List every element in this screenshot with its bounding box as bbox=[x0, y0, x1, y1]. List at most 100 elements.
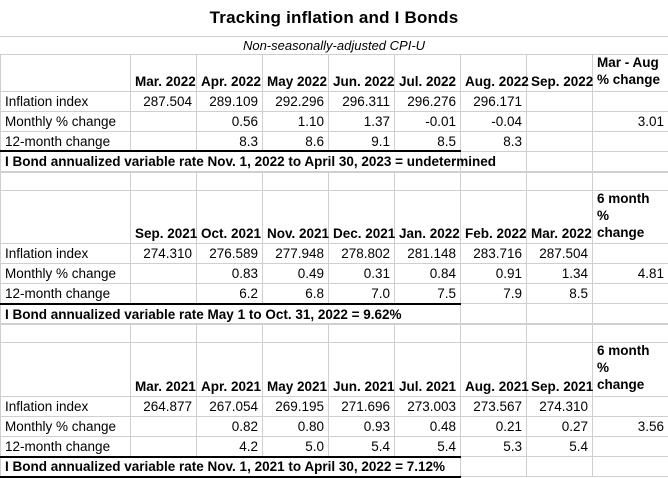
spacer-cell[interactable] bbox=[461, 172, 527, 190]
value-cell[interactable]: 287.504 bbox=[131, 91, 197, 111]
spacer-cell[interactable] bbox=[263, 325, 329, 343]
column-header-cell[interactable]: Feb. 2022 bbox=[461, 190, 527, 244]
value-cell[interactable]: 274.310 bbox=[527, 397, 593, 417]
value-cell[interactable]: 9.1 bbox=[329, 131, 395, 151]
summary-value-cell[interactable] bbox=[593, 244, 668, 264]
footer-empty-cell[interactable] bbox=[593, 457, 668, 477]
column-header-cell[interactable]: Sep. 2022 bbox=[527, 55, 593, 92]
footer-note-cell[interactable]: I Bond annualized variable rate Nov. 1, … bbox=[1, 457, 461, 477]
value-cell[interactable]: 5.4 bbox=[395, 437, 461, 457]
summary-header-cell[interactable]: 6 month % change bbox=[593, 343, 668, 397]
spacer-cell[interactable] bbox=[527, 172, 593, 190]
value-cell[interactable]: 0.27 bbox=[527, 417, 593, 437]
corner-cell[interactable] bbox=[1, 343, 131, 397]
spacer-cell[interactable] bbox=[197, 172, 263, 190]
column-header-cell[interactable]: Jul. 2021 bbox=[395, 343, 461, 397]
row-label-cell[interactable]: Inflation index bbox=[1, 91, 131, 111]
column-header-cell[interactable]: May 2022 bbox=[263, 55, 329, 92]
value-cell[interactable]: 7.9 bbox=[461, 284, 527, 304]
value-cell[interactable]: 281.148 bbox=[395, 244, 461, 264]
value-cell[interactable]: 5.3 bbox=[461, 437, 527, 457]
column-header-cell[interactable]: Nov. 2021 bbox=[263, 190, 329, 244]
column-header-cell[interactable]: Sep. 2021 bbox=[527, 343, 593, 397]
value-cell[interactable]: 0.82 bbox=[197, 417, 263, 437]
footer-empty-cell[interactable] bbox=[527, 457, 593, 477]
summary-value-cell[interactable] bbox=[593, 284, 668, 304]
footer-empty-cell[interactable] bbox=[527, 151, 593, 171]
value-cell[interactable]: 278.802 bbox=[329, 244, 395, 264]
value-cell[interactable]: 8.5 bbox=[395, 131, 461, 151]
spacer-cell[interactable] bbox=[329, 172, 395, 190]
value-cell[interactable]: 6.8 bbox=[263, 284, 329, 304]
footer-empty-cell[interactable] bbox=[461, 457, 527, 477]
footer-note-cell[interactable]: I Bond annualized variable rate May 1 to… bbox=[1, 304, 461, 324]
value-cell[interactable]: 8.3 bbox=[461, 131, 527, 151]
value-cell[interactable]: 296.311 bbox=[329, 91, 395, 111]
value-cell[interactable] bbox=[131, 131, 197, 151]
value-cell[interactable]: 276.589 bbox=[197, 244, 263, 264]
footer-note-cell[interactable]: I Bond annualized variable rate Nov. 1, … bbox=[1, 151, 461, 171]
value-cell[interactable]: 0.49 bbox=[263, 264, 329, 284]
value-cell[interactable]: -0.04 bbox=[461, 111, 527, 131]
value-cell[interactable]: 0.84 bbox=[395, 264, 461, 284]
column-header-cell[interactable]: Apr. 2022 bbox=[197, 55, 263, 92]
value-cell[interactable]: 7.5 bbox=[395, 284, 461, 304]
spacer-cell[interactable] bbox=[263, 172, 329, 190]
spacer-cell[interactable] bbox=[1, 325, 131, 343]
row-label-cell[interactable]: Inflation index bbox=[1, 397, 131, 417]
value-cell[interactable] bbox=[527, 111, 593, 131]
summary-value-cell[interactable] bbox=[593, 91, 668, 111]
summary-value-cell[interactable] bbox=[593, 397, 668, 417]
spacer-cell[interactable] bbox=[197, 325, 263, 343]
spacer-cell[interactable] bbox=[593, 325, 668, 343]
spacer-cell[interactable] bbox=[329, 325, 395, 343]
spacer-cell[interactable] bbox=[395, 172, 461, 190]
value-cell[interactable]: 5.0 bbox=[263, 437, 329, 457]
footer-empty-cell[interactable] bbox=[527, 304, 593, 324]
value-cell[interactable]: 0.21 bbox=[461, 417, 527, 437]
value-cell[interactable]: 6.2 bbox=[197, 284, 263, 304]
spacer-cell[interactable] bbox=[1, 172, 131, 190]
value-cell[interactable]: 0.48 bbox=[395, 417, 461, 437]
row-label-cell[interactable]: Monthly % change bbox=[1, 111, 131, 131]
column-header-cell[interactable]: Apr. 2021 bbox=[197, 343, 263, 397]
value-cell[interactable]: 5.4 bbox=[527, 437, 593, 457]
summary-header-cell[interactable]: Mar - Aug % change bbox=[593, 55, 668, 92]
value-cell[interactable]: 267.054 bbox=[197, 397, 263, 417]
value-cell[interactable]: 0.31 bbox=[329, 264, 395, 284]
column-header-cell[interactable]: Sep. 2021 bbox=[131, 190, 197, 244]
value-cell[interactable]: 271.696 bbox=[329, 397, 395, 417]
row-label-cell[interactable]: Inflation index bbox=[1, 244, 131, 264]
summary-value-cell[interactable]: 4.81 bbox=[593, 264, 668, 284]
value-cell[interactable]: 289.109 bbox=[197, 91, 263, 111]
footer-empty-cell[interactable] bbox=[593, 304, 668, 324]
spacer-cell[interactable] bbox=[131, 172, 197, 190]
summary-value-cell[interactable]: 3.56 bbox=[593, 417, 668, 437]
value-cell[interactable]: 264.877 bbox=[131, 397, 197, 417]
value-cell[interactable] bbox=[131, 437, 197, 457]
spacer-cell[interactable] bbox=[395, 325, 461, 343]
column-header-cell[interactable]: Jun. 2022 bbox=[329, 55, 395, 92]
value-cell[interactable]: 8.6 bbox=[263, 131, 329, 151]
value-cell[interactable]: 277.948 bbox=[263, 244, 329, 264]
column-header-cell[interactable]: May 2021 bbox=[263, 343, 329, 397]
value-cell[interactable]: 283.716 bbox=[461, 244, 527, 264]
value-cell[interactable]: 274.310 bbox=[131, 244, 197, 264]
value-cell[interactable]: 5.4 bbox=[329, 437, 395, 457]
value-cell[interactable]: 0.56 bbox=[197, 111, 263, 131]
value-cell[interactable]: 296.276 bbox=[395, 91, 461, 111]
value-cell[interactable]: 287.504 bbox=[527, 244, 593, 264]
column-header-cell[interactable]: Aug. 2022 bbox=[461, 55, 527, 92]
value-cell[interactable]: 1.34 bbox=[527, 264, 593, 284]
row-label-cell[interactable]: Monthly % change bbox=[1, 417, 131, 437]
column-header-cell[interactable]: Dec. 2021 bbox=[329, 190, 395, 244]
value-cell[interactable]: 273.003 bbox=[395, 397, 461, 417]
value-cell[interactable] bbox=[527, 91, 593, 111]
column-header-cell[interactable]: Jun. 2021 bbox=[329, 343, 395, 397]
spacer-cell[interactable] bbox=[461, 325, 527, 343]
summary-header-cell[interactable]: 6 month % change bbox=[593, 190, 668, 244]
value-cell[interactable]: 8.3 bbox=[197, 131, 263, 151]
value-cell[interactable]: -0.01 bbox=[395, 111, 461, 131]
value-cell[interactable]: 296.171 bbox=[461, 91, 527, 111]
value-cell[interactable]: 269.195 bbox=[263, 397, 329, 417]
